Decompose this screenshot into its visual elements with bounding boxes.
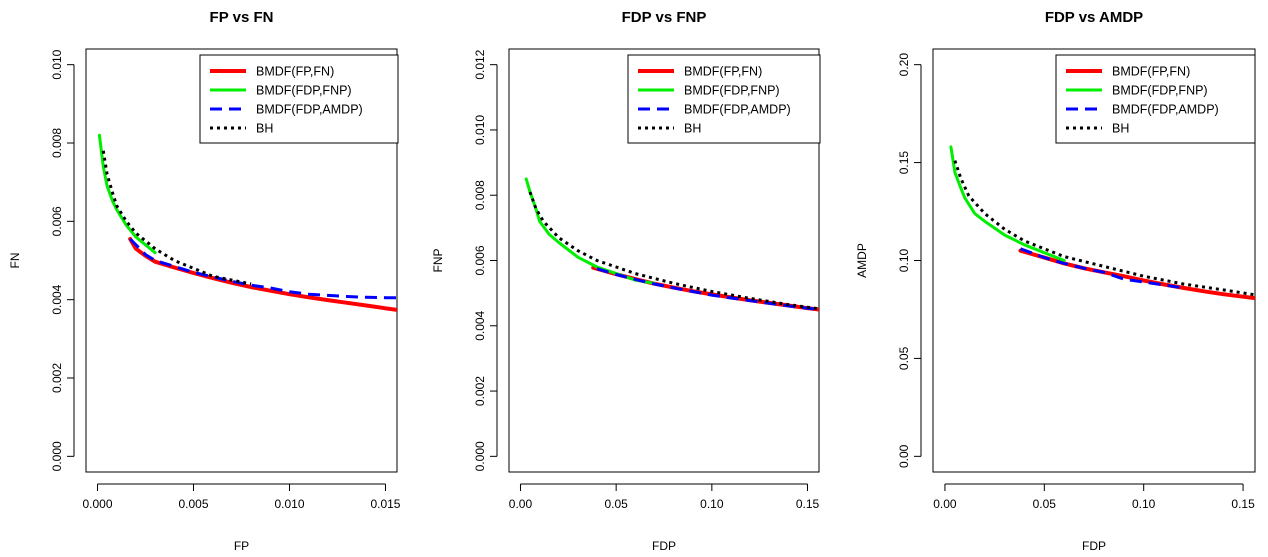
series-line-1 bbox=[128, 237, 397, 312]
plot-frame bbox=[508, 48, 820, 473]
plot-frame bbox=[85, 48, 398, 473]
chart-panel-2: FDP vs FNP 0.00 0.05 0.10 0.15 0.000 0.002 0.00… bbox=[431, 9, 821, 553]
series-line-4 bbox=[101, 150, 252, 286]
series-line-4 bbox=[528, 191, 819, 311]
x-tick-label: 0.15 bbox=[796, 497, 820, 511]
legend: BMDF(FP,FN) BMDF(FDP,FNP) BMDF(FDP,AMDP) BH bbox=[1055, 54, 1256, 144]
y-tick-label: 0.000 bbox=[50, 441, 64, 471]
legend-label: BMDF(FDP,AMDP) bbox=[256, 103, 363, 117]
x-tick-label: 0.00 bbox=[509, 497, 533, 511]
y-tick-label: 0.10 bbox=[897, 248, 911, 272]
plot-frame bbox=[932, 48, 1256, 473]
x-tick-label: 0.015 bbox=[370, 497, 400, 511]
y-tick-label: 0.002 bbox=[50, 363, 64, 393]
legend-label: BMDF(FDP,FNP) bbox=[684, 84, 780, 98]
y-tick-label: 0.05 bbox=[897, 346, 911, 370]
x-tick-label: 0.10 bbox=[1132, 497, 1156, 511]
x-tick-label: 0.15 bbox=[1231, 497, 1255, 511]
x-tick-label: 0.00 bbox=[933, 497, 957, 511]
y-tick-label: 0.010 bbox=[50, 49, 64, 79]
legend-label: BMDF(FDP,FNP) bbox=[1112, 84, 1208, 98]
legend-label: BMDF(FP,FN) bbox=[256, 65, 334, 79]
y-tick-label: 0.000 bbox=[473, 441, 487, 471]
legend-label: BMDF(FDP,AMDP) bbox=[684, 103, 791, 117]
y-tick-label: 0.002 bbox=[473, 376, 487, 406]
y-axis-label: AMDP bbox=[855, 243, 869, 278]
y-tick-label: 0.008 bbox=[50, 128, 64, 158]
x-tick-label: 0.010 bbox=[274, 497, 304, 511]
chart-panel-1: FP vs FN 0.000 0.005 0.010 0.015 0.000 0.002 0.… bbox=[8, 9, 401, 553]
legend-label: BMDF(FDP,AMDP) bbox=[1112, 103, 1219, 117]
legend: BMDF(FP,FN) BMDF(FDP,FNP) BMDF(FDP,AMDP) BH bbox=[627, 54, 821, 144]
legend-label: BMDF(FP,FN) bbox=[1112, 65, 1190, 79]
y-tick-label: 0.006 bbox=[50, 206, 64, 236]
legend-label: BH bbox=[256, 122, 273, 136]
x-tick-label: 0.05 bbox=[1033, 497, 1057, 511]
legend-label: BH bbox=[1112, 122, 1129, 136]
legend: BMDF(FP,FN) BMDF(FDP,FNP) BMDF(FDP,AMDP) BH bbox=[199, 54, 399, 144]
y-tick-label: 0.20 bbox=[897, 53, 911, 77]
legend-label: BMDF(FP,FN) bbox=[684, 65, 762, 79]
y-tick-label: 0.15 bbox=[897, 151, 911, 175]
y-tick-label: 0.004 bbox=[50, 284, 64, 314]
x-axis-label: FDP bbox=[652, 539, 676, 553]
x-axis-label: FDP bbox=[1082, 539, 1106, 553]
series-line-1 bbox=[591, 265, 819, 312]
y-axis-label: FNP bbox=[431, 249, 445, 273]
chart-panel-3: FDP vs AMDP 0.00 0.05 0.10 0.15 0.00 0.05 0.10 0… bbox=[855, 9, 1256, 553]
x-tick-label: 0.10 bbox=[700, 497, 724, 511]
y-tick-label: 0.004 bbox=[473, 310, 487, 340]
chart-title: FDP vs AMDP bbox=[1045, 9, 1143, 26]
x-tick-label: 0.005 bbox=[178, 497, 208, 511]
x-tick-label: 0.000 bbox=[83, 497, 113, 511]
series-line-3 bbox=[129, 237, 397, 300]
chart-title: FDP vs FNP bbox=[622, 9, 707, 26]
y-tick-label: 0.012 bbox=[473, 49, 487, 79]
legend-label: BH bbox=[684, 122, 701, 136]
series-line-4 bbox=[953, 160, 1255, 297]
y-tick-label: 0.006 bbox=[473, 245, 487, 275]
x-axis-label: FP bbox=[234, 539, 249, 553]
chart-title: FP vs FN bbox=[210, 9, 274, 26]
series-line-2 bbox=[97, 133, 157, 255]
y-tick-label: 0.00 bbox=[897, 444, 911, 468]
legend-label: BMDF(FDP,FNP) bbox=[256, 84, 352, 98]
series-line-3 bbox=[1019, 247, 1184, 290]
y-axis-label: FN bbox=[8, 253, 22, 269]
y-tick-label: 0.010 bbox=[473, 115, 487, 145]
series-line-2 bbox=[949, 145, 1066, 262]
x-tick-label: 0.05 bbox=[604, 497, 628, 511]
y-tick-label: 0.008 bbox=[473, 180, 487, 210]
series-line-2 bbox=[524, 177, 656, 285]
